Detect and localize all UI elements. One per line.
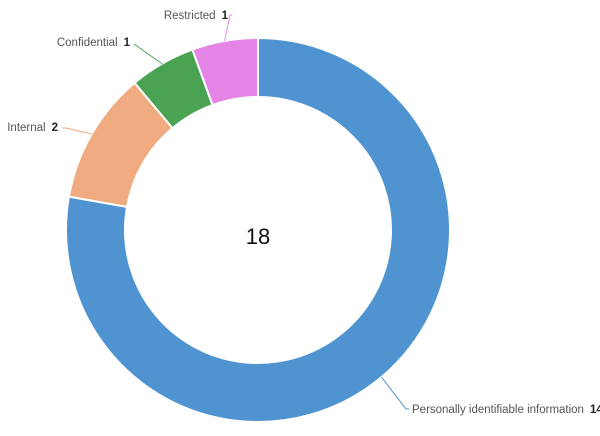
data-label-internal: Internal 2 — [7, 122, 58, 134]
data-label-personally-identifiable-information: Personally identifiable information 14 — [412, 404, 600, 416]
data-label-name: Confidential — [57, 37, 118, 49]
data-label-value: 2 — [52, 122, 58, 134]
data-label-value: 1 — [124, 37, 131, 49]
slice-personally-identifiable-information[interactable] — [65, 37, 451, 423]
center-total-value: 18 — [246, 224, 270, 249]
leader-line-restricted — [224, 14, 232, 42]
data-label-name: Restricted — [164, 10, 216, 22]
data-label-confidential: Confidential 1 — [57, 37, 131, 49]
leader-line-confidential — [133, 43, 163, 65]
data-label-name: Personally identifiable information — [412, 404, 584, 416]
data-label-value: 14 — [590, 404, 600, 416]
slice-restricted[interactable] — [191, 37, 259, 107]
data-label-value: 1 — [222, 10, 229, 22]
labels-layer: Personally identifiable information 14 Int… — [7, 10, 600, 416]
leader-line-internal — [62, 127, 92, 135]
slices-layer — [65, 37, 451, 423]
data-label-restricted: Restricted 1 — [164, 10, 229, 22]
leader-line-personally-identifiable-information — [381, 376, 409, 410]
data-label-name: Internal — [7, 122, 45, 134]
